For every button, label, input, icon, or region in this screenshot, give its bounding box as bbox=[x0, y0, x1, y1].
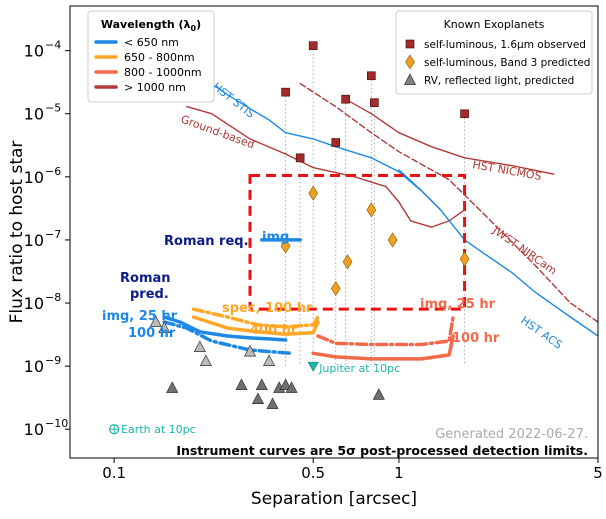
curve-0 bbox=[199, 75, 442, 211]
y-tick-label: 10 bbox=[24, 168, 44, 187]
planet-rv-marker bbox=[262, 354, 276, 366]
y-axis-label: Flux ratio to host star bbox=[7, 141, 27, 324]
annotation-img: img bbox=[262, 230, 289, 245]
curve-2 bbox=[344, 98, 555, 175]
planet-observed-marker bbox=[331, 138, 341, 147]
planet-observed-marker bbox=[341, 94, 350, 104]
annotation-roman: Roman bbox=[120, 271, 171, 286]
wavelength-legend-title: Wavelength (λ0) bbox=[101, 18, 201, 33]
exoplanet-legend-label: RV, reflected light, predicted bbox=[424, 75, 574, 87]
annotation-roman-req-: Roman req. bbox=[164, 234, 249, 249]
x-tick-label: 1 bbox=[394, 464, 404, 482]
x-axis-label: Separation [arcsec] bbox=[251, 489, 417, 509]
planet-rv-marker bbox=[166, 381, 179, 393]
x-tick-label: 5 bbox=[593, 464, 603, 482]
x-tick-label: 0.5 bbox=[301, 464, 325, 482]
planet-rv-marker bbox=[235, 378, 248, 390]
jupiter-label: Jupiter at 10pc bbox=[318, 362, 400, 375]
y-tick-exponent: −9 bbox=[45, 354, 61, 367]
y-tick-exponent: −4 bbox=[45, 39, 61, 52]
y-tick-exponent: −8 bbox=[45, 291, 61, 304]
y-tick-label: 10 bbox=[24, 420, 44, 439]
planet-band3-marker bbox=[459, 251, 470, 267]
planet-band3-marker bbox=[366, 202, 377, 218]
planet-rv-marker bbox=[255, 378, 268, 390]
curve-11 bbox=[311, 334, 455, 361]
wavelength-legend-label: 800 - 1000nm bbox=[124, 66, 202, 79]
curve-9 bbox=[191, 307, 320, 329]
planet-rv-marker bbox=[266, 397, 279, 409]
annotation-img-25-hr: img, 25 hr bbox=[102, 309, 178, 324]
exoplanet-legend-label: self-luminous, 1.6μm observed bbox=[424, 39, 586, 51]
earth-label: Earth at 10pc bbox=[121, 423, 196, 436]
planet-rv-marker bbox=[193, 340, 206, 352]
planet-observed-marker bbox=[308, 41, 318, 50]
wavelength-legend-label: 650 - 800nm bbox=[124, 51, 195, 64]
planet-rv-marker bbox=[285, 381, 298, 393]
curve-6 bbox=[162, 315, 288, 342]
y-tick-exponent: −10 bbox=[45, 417, 68, 430]
generated-date: Generated 2022-06-27. bbox=[435, 427, 588, 442]
planet-rv-marker bbox=[251, 392, 265, 404]
planet-band3-marker bbox=[330, 280, 341, 297]
y-tick-label: 10 bbox=[24, 294, 44, 313]
annotation-100-hr: 100 hr bbox=[128, 326, 176, 341]
y-tick-label: 10 bbox=[24, 42, 44, 61]
jupiter-marker bbox=[307, 361, 319, 372]
planet-band3-marker bbox=[387, 232, 398, 248]
planet-observed-marker bbox=[281, 87, 290, 97]
plot-frame bbox=[69, 5, 599, 459]
curve-8 bbox=[191, 315, 320, 337]
wavelength-legend-label: < 650 nm bbox=[124, 36, 179, 49]
planet-band3-marker bbox=[308, 185, 319, 201]
planet-observed-marker bbox=[367, 71, 376, 81]
y-tick-exponent: −5 bbox=[45, 102, 61, 115]
curve-4 bbox=[398, 169, 598, 337]
planet-rv-marker bbox=[158, 321, 171, 333]
y-tick-label: 10 bbox=[24, 231, 44, 250]
annotation-400-hr: 400 hr bbox=[250, 323, 298, 338]
curve-1 bbox=[186, 105, 466, 228]
annotation-img-25-hr: img, 25 hr bbox=[420, 297, 496, 312]
planet-rv-marker bbox=[149, 315, 162, 327]
curve-3 bbox=[299, 82, 598, 323]
planet-observed-marker bbox=[460, 109, 469, 119]
annotation-spec-100-hr: spec, 100 hr bbox=[222, 301, 313, 316]
x-tick-label: 0.1 bbox=[102, 464, 126, 482]
y-tick-label: 10 bbox=[24, 105, 44, 124]
wavelength-legend: Wavelength (λ0) < 650 nm 650 - 800nm 800 -… bbox=[87, 10, 215, 103]
roman-box bbox=[248, 174, 467, 311]
footnote: Instrument curves are 5σ post-processed … bbox=[176, 443, 588, 458]
wavelength-legend-label: > 1000 nm bbox=[124, 81, 186, 94]
curve-7 bbox=[162, 320, 294, 356]
y-tick-label: 10 bbox=[24, 357, 44, 376]
planet-rv-marker bbox=[243, 344, 257, 357]
legend-square-icon bbox=[405, 39, 415, 49]
curve-10 bbox=[316, 315, 455, 347]
y-tick-exponent: −7 bbox=[45, 228, 61, 241]
exoplanet-legend-title: Known Exoplanets bbox=[444, 18, 545, 31]
planet-observed-marker bbox=[295, 153, 305, 163]
planet-rv-marker bbox=[199, 354, 212, 366]
legend-triangle-icon bbox=[403, 73, 417, 85]
planet-band3-marker bbox=[280, 238, 291, 254]
planet-rv-marker bbox=[372, 388, 385, 400]
exoplanet-legend-label: self-luminous, Band 3 predicted bbox=[424, 57, 590, 69]
y-tick-exponent: −6 bbox=[45, 165, 61, 178]
planet-rv-marker bbox=[279, 378, 292, 390]
planet-band3-marker bbox=[342, 254, 353, 270]
annotation-pred-: pred. bbox=[130, 287, 169, 302]
planet-observed-marker bbox=[370, 98, 379, 107]
legend-diamond-icon bbox=[405, 54, 415, 70]
annotation-100-hr: 100 hr bbox=[452, 331, 500, 346]
exoplanet-legend: Known Exoplanets self-luminous, 1.6μm ob… bbox=[395, 10, 593, 95]
